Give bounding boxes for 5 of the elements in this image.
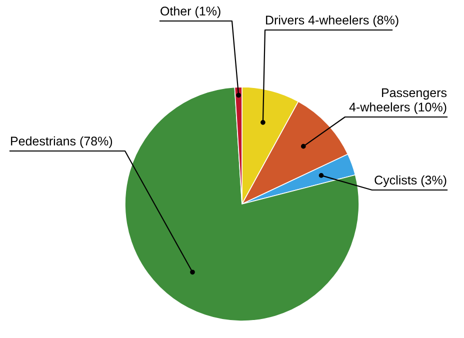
slice-label: Other (1%) — [160, 6, 220, 18]
slice-label: Passengers 4-wheelers (10%) — [349, 88, 447, 114]
slice-label: Pedestrians (78%) — [11, 136, 112, 148]
slice-label: Drivers 4-wheelers (8%) — [266, 15, 398, 27]
slice-label: Cyclists (3%) — [374, 175, 446, 187]
